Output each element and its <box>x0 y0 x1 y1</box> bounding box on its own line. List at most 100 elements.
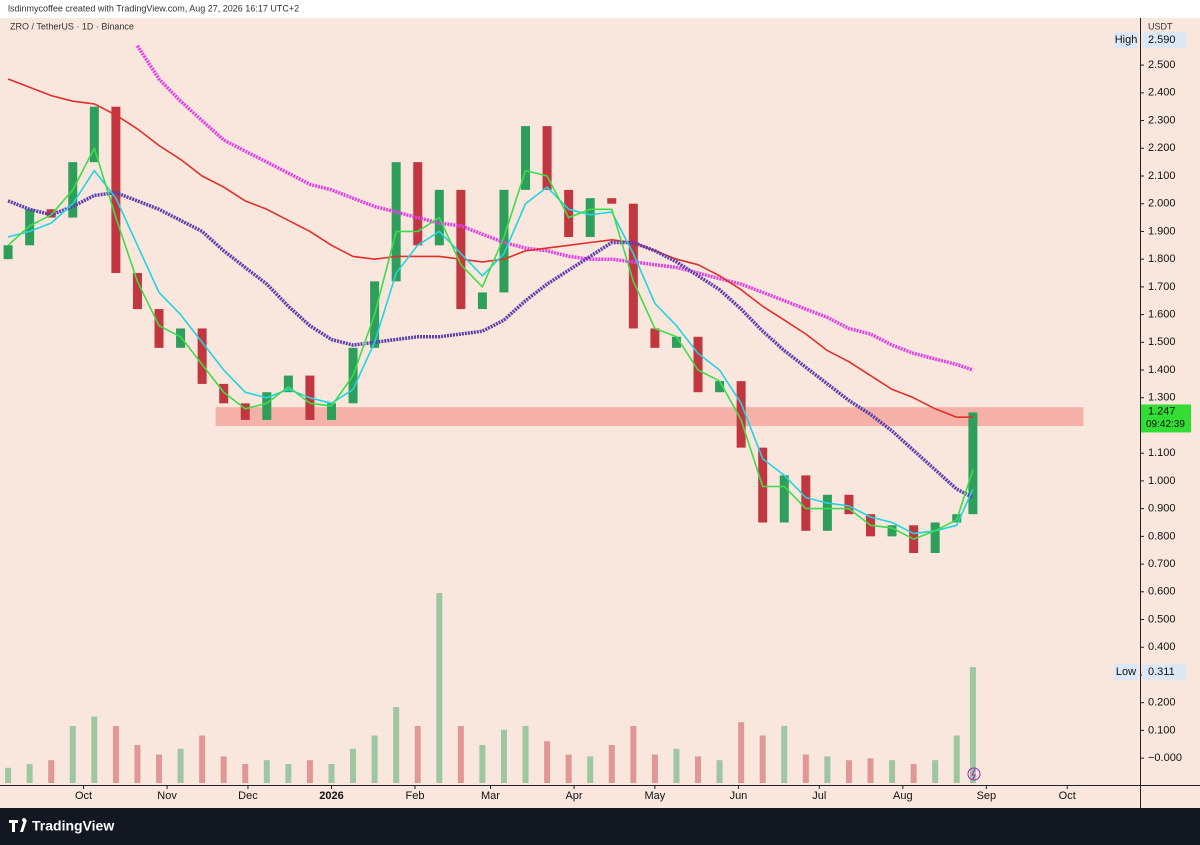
volume-bar <box>889 760 896 783</box>
attribution: lsdinmycoffee created with TradingView.c… <box>8 3 299 13</box>
volume-bar <box>156 754 163 783</box>
candle-body <box>822 494 832 531</box>
candle-body <box>844 494 854 515</box>
candle-body <box>219 383 229 404</box>
y-tick-label: 0.900 <box>1148 503 1176 515</box>
volume-bar <box>824 756 831 783</box>
volume-bar <box>112 726 119 783</box>
x-tick-label: Mar <box>481 790 500 802</box>
volume-bar <box>500 729 507 783</box>
y-tick-label: 1.800 <box>1148 253 1176 265</box>
y-tick-label: 1.500 <box>1148 336 1176 348</box>
currency-label: USDT <box>1148 21 1173 31</box>
volume-bar <box>393 707 400 783</box>
x-tick-label: Oct <box>75 790 92 802</box>
low-value: 0.311 <box>1148 666 1175 678</box>
candle-body <box>391 162 401 282</box>
volume-bar <box>48 760 55 783</box>
countdown: 09:42:39 <box>1146 419 1185 430</box>
chart-title: ZRO / TetherUS · 1D · Binance <box>10 21 134 31</box>
candle-body <box>628 203 638 329</box>
volume-bar <box>716 760 723 783</box>
volume-bar <box>845 760 852 783</box>
moving-average <box>7 147 974 540</box>
volume-bar <box>350 748 357 783</box>
volume-bar <box>910 764 917 783</box>
volume-bar <box>414 726 421 783</box>
volume-bar <box>969 667 976 783</box>
high-tag-bg <box>1114 32 1138 49</box>
volume-bar <box>953 735 960 783</box>
candle-body <box>779 475 789 523</box>
volume-bar <box>69 726 76 783</box>
y-tick-label: 1.900 <box>1148 225 1176 237</box>
y-tick-label: 1.100 <box>1148 447 1176 459</box>
volume-bar <box>759 735 766 783</box>
y-tick-label: 2.000 <box>1148 198 1176 210</box>
candle-body <box>477 292 487 310</box>
volume-bar <box>436 593 443 783</box>
volume-bar <box>328 764 335 783</box>
volume-bar <box>91 716 98 783</box>
x-tick-label: Sep <box>977 790 997 802</box>
candle-body <box>564 189 574 237</box>
x-tick-label: Oct <box>1059 790 1076 802</box>
volume-bar <box>5 767 12 783</box>
volume-bar <box>199 735 206 783</box>
candle-body <box>499 189 509 293</box>
last-price-bg <box>1141 404 1191 433</box>
candle-body <box>154 309 164 348</box>
candle-body <box>607 198 617 204</box>
y-tick-label: 2.200 <box>1148 142 1176 154</box>
high-value: 2.590 <box>1148 34 1176 46</box>
volume-bar <box>177 748 184 783</box>
y-tick-label: −0.000 <box>1148 752 1182 764</box>
volume-bar <box>587 756 594 783</box>
volume-bar <box>220 756 227 783</box>
x-tick-label: 2026 <box>319 790 343 802</box>
x-tick-label: Aug <box>893 790 913 802</box>
x-tick-label: Jun <box>730 790 748 802</box>
x-tick-label: Jul <box>812 790 826 802</box>
volume-bar <box>802 754 809 783</box>
candle-body <box>715 381 725 393</box>
x-tick-label: Feb <box>406 790 425 802</box>
volume-bar <box>695 756 702 783</box>
x-tick-label: Dec <box>238 790 258 802</box>
event-icon-bolt <box>971 768 976 780</box>
candle-body <box>650 328 660 348</box>
volume-bar <box>544 741 551 783</box>
candle-body <box>542 126 552 190</box>
candle-body <box>283 375 293 393</box>
low-tag-bg <box>1114 663 1138 680</box>
y-tick-label: 1.300 <box>1148 392 1176 404</box>
low-value-bg <box>1142 663 1186 680</box>
footer-bar <box>0 808 1200 845</box>
y-tick-label: 2.400 <box>1148 87 1176 99</box>
x-tick-label: Apr <box>565 790 582 802</box>
event-icon[interactable] <box>967 767 981 781</box>
y-tick-label: 0.700 <box>1148 558 1176 570</box>
candle-body <box>693 336 703 393</box>
y-tick-label: 2.300 <box>1148 114 1176 126</box>
candle-body <box>968 412 978 515</box>
moving-average <box>135 44 974 372</box>
volume-bar <box>651 754 658 783</box>
candle-body <box>326 403 336 420</box>
y-tick-label: 0.600 <box>1148 586 1176 598</box>
x-tick-label: Nov <box>157 790 177 802</box>
volume-bar <box>565 754 572 783</box>
candle-body <box>197 328 207 384</box>
candle-body <box>801 475 811 531</box>
candle-body <box>3 245 13 260</box>
candle-body <box>887 525 897 537</box>
volume-bar <box>457 726 464 783</box>
volume-bar <box>242 764 249 783</box>
high-value-bg <box>1142 32 1186 49</box>
y-tick-label: 0.200 <box>1148 697 1176 709</box>
low-tag: Low <box>1116 666 1136 678</box>
candle-body <box>25 209 35 246</box>
brand-logo <box>9 818 27 832</box>
